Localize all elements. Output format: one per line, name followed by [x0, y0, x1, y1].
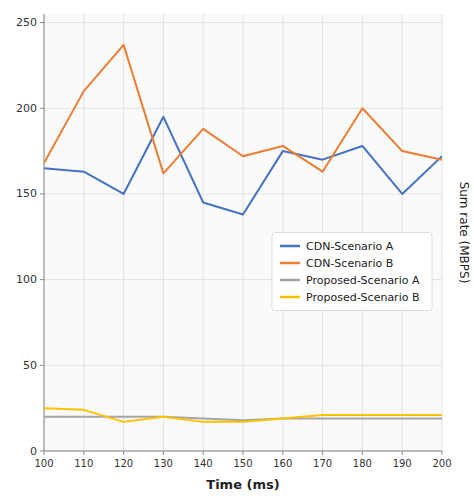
y-tick-label: 0: [30, 445, 37, 458]
x-axis-label: Time (ms): [206, 477, 279, 492]
legend-box: [272, 233, 432, 311]
x-tick-label: 190: [393, 458, 412, 469]
y-tick: [40, 108, 44, 109]
x-grid-line: [163, 14, 164, 451]
x-tick: [282, 451, 283, 455]
y-tick-label: 200: [16, 102, 37, 115]
x-tick-label: 140: [194, 458, 213, 469]
series-line: [44, 117, 442, 215]
x-tick-label: 170: [313, 458, 332, 469]
x-tick: [163, 451, 164, 455]
chart: 0 50 100 150 200 250 100 110 120 130 140 150 160 170 1…: [0, 0, 474, 499]
x-tick: [44, 451, 45, 455]
x-grid-line: [123, 14, 124, 451]
y-tick-label: 50: [23, 359, 37, 372]
legend-label: CDN-Scenario B: [306, 257, 393, 270]
x-tick-label: 180: [353, 458, 372, 469]
x-tick-label: 110: [74, 458, 93, 469]
legend: CDN-Scenario A CDN-Scenario B Proposed-Sce…: [272, 233, 432, 311]
x-tick: [402, 451, 403, 455]
legend-swatch: [280, 262, 300, 265]
x-tick: [322, 451, 323, 455]
x-tick: [123, 451, 124, 455]
x-tick-label: 130: [154, 458, 173, 469]
x-grid-line: [83, 14, 84, 451]
x-grid-line: [44, 14, 45, 451]
legend-swatch: [280, 296, 300, 299]
y-tick: [40, 451, 44, 452]
series-line: [44, 45, 442, 174]
x-tick: [83, 451, 84, 455]
x-grid-line: [243, 14, 244, 451]
y-axis-line: [44, 14, 45, 451]
series-line: [44, 417, 442, 420]
x-tick: [362, 451, 363, 455]
series-group: [44, 45, 442, 422]
y-tick: [40, 365, 44, 366]
x-axis-line: [44, 451, 442, 452]
x-tick-label: 100: [34, 458, 53, 469]
x-tick: [203, 451, 204, 455]
y-grid-line: [44, 451, 442, 452]
y-axis-label: Sum rate (MBPS): [457, 182, 471, 284]
x-tick: [442, 451, 443, 455]
legend-label: Proposed-Scenario B: [306, 291, 419, 304]
x-tick-label: 150: [233, 458, 252, 469]
y-tick-label: 100: [16, 273, 37, 286]
y-tick-label: 250: [16, 16, 37, 29]
plot-area: [44, 14, 442, 451]
legend-swatch: [280, 279, 300, 282]
x-tick-label: 120: [114, 458, 133, 469]
x-tick: [243, 451, 244, 455]
y-tick-label: 150: [16, 187, 37, 200]
x-grid-line: [203, 14, 204, 451]
legend-label: Proposed-Scenario A: [306, 274, 420, 287]
legend-swatch: [280, 245, 300, 248]
legend-label: CDN-Scenario A: [306, 240, 394, 253]
series-line: [44, 408, 442, 422]
x-tick-label: 200: [432, 458, 451, 469]
x-tick-label: 160: [273, 458, 292, 469]
grid: [44, 14, 442, 451]
x-grid-line: [442, 14, 443, 451]
y-tick: [40, 279, 44, 280]
y-tick: [40, 22, 44, 23]
y-tick: [40, 193, 44, 194]
